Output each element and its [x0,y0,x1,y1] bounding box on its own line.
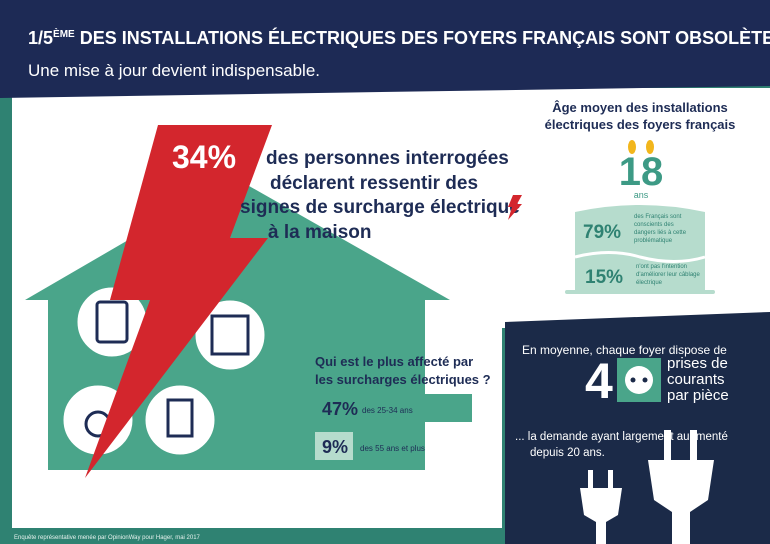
cake-plate [565,290,715,294]
age-unit: ans [634,190,649,200]
age-bar [315,394,472,422]
outlets-intro: En moyenne, chaque foyer dispose de [522,343,727,357]
plug-pin [664,430,671,460]
plug-pin [690,430,697,460]
tablet [95,300,129,344]
statement-line: des personnes interrogées [266,148,509,169]
question-line: Qui est le plus affecté par [315,354,473,369]
socket-face [625,366,653,394]
flame [646,140,654,154]
row-value: 9% [322,437,348,457]
statement-line: à la maison [268,222,372,243]
subtitle: Une mise à jour devient indispensable. [28,61,320,80]
cake [575,205,705,290]
oven [210,314,250,356]
row-label: des 25-34 ans [362,406,413,415]
plug-pin [588,470,593,488]
statement-line: déclarent ressentir des [270,173,478,194]
main-stat: 34% [172,139,236,175]
plug-pin [608,470,613,488]
small-bolt [508,195,522,220]
header-band [0,0,770,98]
age-title: électriques des foyers français [545,117,736,132]
socket-hole [642,377,648,383]
plugs [580,430,714,544]
fact-text: des Français sont [634,214,682,220]
fact-text: d'améliorer leur câblage [636,272,701,278]
title-superscript: ÈME [53,27,75,40]
footnote: Enquête représentative menée par Opinion… [14,535,201,541]
fact-text: dangers liés à cette [634,230,687,236]
title-text: DES INSTALLATIONS ÉLECTRIQUES DES FOYERS… [75,27,770,48]
plug [580,488,622,544]
flame [628,140,636,154]
title: 1/5ÈME DES INSTALLATIONS ÉLECTRIQUES DES… [28,27,770,48]
title-fraction: 1/5 [28,28,53,48]
outlets-note: ... la demande ayant largement augmenté [515,431,728,443]
fact-text: n'ont pas l'intention [636,264,687,270]
fact-text: problématique [634,238,673,244]
outlets-label: courants [667,371,725,388]
outlets-label: par pièce [667,387,729,404]
candles [628,140,654,154]
age-bar [315,432,353,460]
age-value: 18 [619,150,664,194]
statement-line: signes de surcharge électrique [240,197,520,218]
outlets-note: depuis 20 ans. [530,447,605,459]
fact-value: 15% [585,267,623,288]
fact-value: 79% [583,222,621,243]
outlets-label: prises de [667,355,728,372]
fact-text: électrique [636,280,663,286]
question-line: les surcharges électriques ? [315,372,491,387]
fact-text: conscients des [634,222,674,228]
row-value: 47% [322,399,358,419]
coffee-machine [166,398,194,438]
lightning-bolt [85,125,272,478]
outlets-number: 4 [585,353,613,409]
cake-layer-line [574,251,706,263]
row-label: des 55 ans et plus [360,444,425,453]
coffee-icon [142,382,218,458]
age-title: Âge moyen des installations [552,100,728,115]
plug [648,460,714,544]
socket-hole [630,377,636,383]
